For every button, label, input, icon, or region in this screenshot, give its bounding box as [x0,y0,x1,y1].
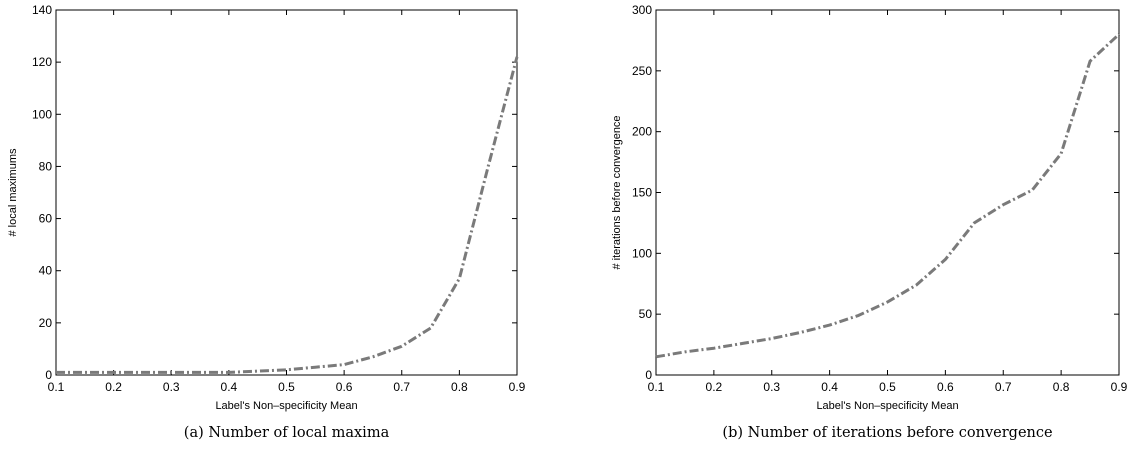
x-axis: 0.1 0.2 0.3 0.4 0.5 0.6 0.7 0.8 0.9 [648,10,1128,394]
y-tick-label: 300 [632,3,652,17]
y-tick-label: 0 [45,368,52,382]
y-tick-label: 0 [645,368,652,382]
y-axis-label: # iterations before convergence [611,115,623,269]
y-tick-label: 200 [632,125,652,139]
plot-frame [55,9,518,376]
x-tick-label: 0.3 [163,380,180,394]
y-tick-label: 140 [32,3,52,17]
x-tick-label: 0.8 [1053,380,1070,394]
x-tick-label: 0.6 [336,380,353,394]
y-axis: 0 20 40 60 80 100 120 140 [32,3,517,382]
x-axis: 0.1 0.2 0.3 0.4 0.5 0.6 0.7 0.8 0.9 [48,10,526,394]
series-line [56,56,519,374]
y-tick-label: 20 [39,316,53,330]
y-axis-label: # local maximums [7,148,19,237]
y-tick-label: 120 [32,55,52,69]
y-axis: 0 50 100 150 200 250 300 [632,3,1119,382]
y-tick-label: 50 [639,307,653,321]
x-tick-label: 0.6 [937,380,954,394]
y-tick-label: 100 [32,107,52,121]
y-tick-label: 40 [39,264,53,278]
x-tick-label: 0.3 [763,380,780,394]
y-tick-label: 250 [632,64,652,78]
x-axis-label: Label's Non–specificity Mean [215,400,357,412]
chart-caption: (b) Number of iterations before converge… [722,425,1052,441]
x-tick-label: 0.5 [879,380,896,394]
x-tick-label: 0.9 [1111,380,1128,394]
x-tick-label: 0.4 [221,380,238,394]
x-tick-label: 0.7 [995,380,1012,394]
series-layer [56,56,519,374]
x-tick-label: 0.1 [48,380,65,394]
series-line [655,33,1121,359]
x-tick-label: 0.7 [393,380,410,394]
y-tick-label: 60 [39,212,53,226]
x-tick-label: 0.5 [278,380,295,394]
chart-panel-b: 0.1 0.2 0.3 0.4 0.5 0.6 0.7 0.8 0.9 0 50 100 150 200… [611,3,1128,441]
chart-caption: (a) Number of local maxima [184,425,390,441]
x-tick-label: 0.1 [648,380,665,394]
x-tick-label: 0.8 [451,380,468,394]
y-tick-label: 150 [632,186,652,200]
x-tick-label: 0.9 [509,380,526,394]
chart-panel-a: 0.1 0.2 0.3 0.4 0.5 0.6 0.7 0.8 0.9 0 20 40 60 80 100… [7,3,526,441]
series-layer [655,33,1121,359]
x-axis-label: Label's Non–specificity Mean [816,400,958,412]
x-tick-label: 0.2 [706,380,723,394]
y-tick-label: 80 [39,159,53,173]
x-tick-label: 0.2 [105,380,122,394]
y-tick-label: 100 [632,246,652,260]
x-tick-label: 0.4 [821,380,838,394]
plot-frame [655,9,1120,376]
